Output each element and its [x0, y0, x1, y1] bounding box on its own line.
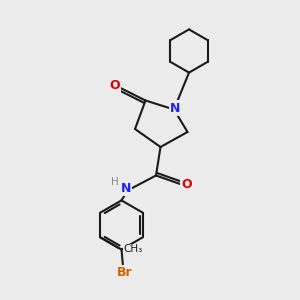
Text: O: O — [182, 178, 192, 191]
Text: Br: Br — [117, 266, 132, 279]
Text: CH₃: CH₃ — [124, 244, 143, 254]
Text: N: N — [170, 101, 181, 115]
Text: H: H — [111, 177, 119, 187]
Text: O: O — [110, 79, 120, 92]
Text: N: N — [121, 182, 131, 195]
